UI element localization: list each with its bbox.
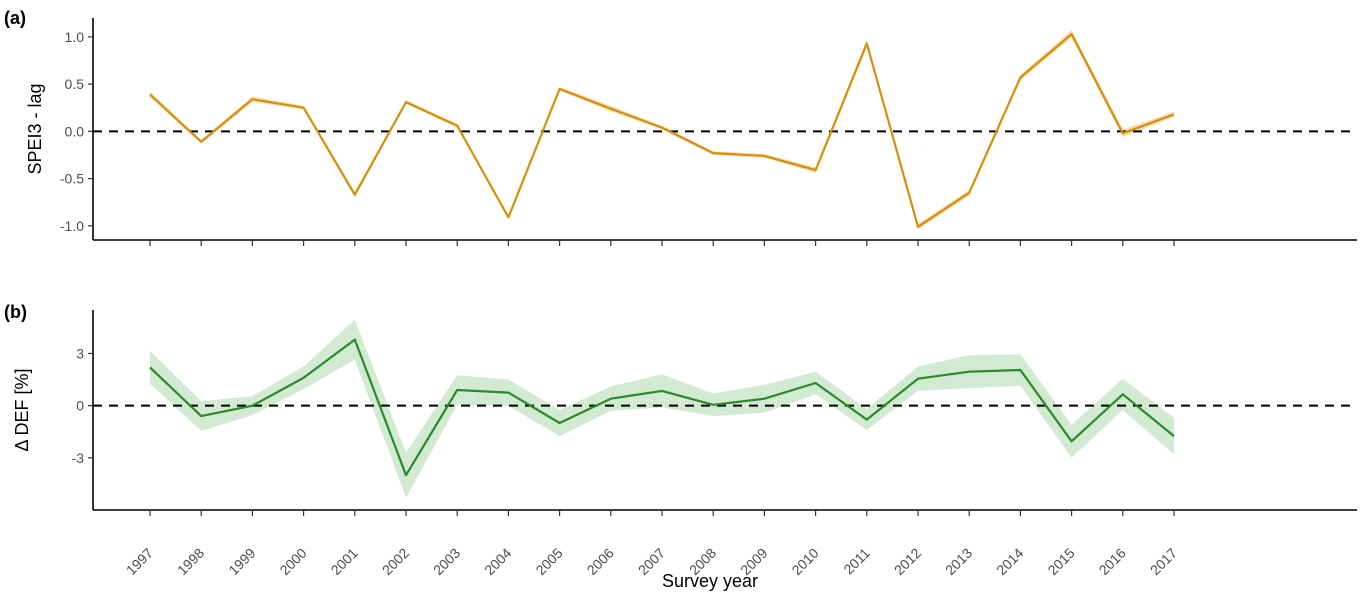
- panel-a-ytick-label: -1.0: [60, 218, 84, 234]
- panel-a: -1.0 -0.5 0.0 0.5 1.0 (a) SPEI3 - lag: [4, 8, 1357, 246]
- xtick-label-2001: 2001: [328, 545, 361, 578]
- panel-a-x-ticks: [149, 240, 1175, 246]
- xtick-label-2013: 2013: [942, 545, 975, 578]
- xtick-label-2002: 2002: [379, 545, 412, 578]
- panel-a-label: (a): [4, 8, 26, 28]
- xtick-label-2006: 2006: [584, 545, 617, 578]
- xtick-label-2005: 2005: [532, 545, 565, 578]
- x-axis-title: Survey year: [662, 571, 758, 591]
- panel-a-ci-band: [150, 30, 1174, 230]
- panel-b-label: (b): [4, 302, 27, 322]
- xtick-label-1999: 1999: [225, 545, 258, 578]
- panel-b-y-axis-title: Δ DEF [%]: [12, 368, 32, 451]
- xtick-label-2014: 2014: [993, 545, 1026, 578]
- xtick-label-2004: 2004: [481, 545, 514, 578]
- xtick-label-2010: 2010: [788, 545, 821, 578]
- panel-a-series-line: [149, 32, 1175, 228]
- xtick-label-1997: 1997: [123, 545, 156, 578]
- panel-b-y-ticks: -3 0 3: [72, 345, 93, 466]
- panel-b-ytick-label: 0: [76, 398, 84, 414]
- xtick-label-2017: 2017: [1147, 545, 1180, 578]
- panel-b-x-ticks: 1997 1998 1999 2000 2001 2002 2003 2004 2005 2006…: [123, 510, 1180, 578]
- xtick-label-2015: 2015: [1044, 545, 1077, 578]
- panel-a-ytick-label: 0.5: [65, 76, 85, 92]
- xtick-label-2016: 2016: [1096, 545, 1129, 578]
- panel-a-ytick-label: 1.0: [65, 29, 85, 45]
- panel-a-ytick-label: 0.0: [65, 123, 85, 139]
- panel-a-confidence-band: [150, 30, 1174, 230]
- panel-b-ytick-label: -3: [72, 450, 85, 466]
- panel-a-ytick-label: -0.5: [60, 171, 84, 187]
- panel-a-y-axis-title: SPEI3 - lag: [25, 83, 45, 174]
- xtick-label-2012: 2012: [891, 545, 924, 578]
- panel-b-confidence-band: [150, 319, 1174, 498]
- panel-b: -3 0 3 1997 1998 1999 2000 2001 2002 2003 2004 200…: [4, 302, 1357, 578]
- xtick-label-1998: 1998: [174, 545, 207, 578]
- xtick-label-2000: 2000: [276, 545, 309, 578]
- xtick-label-2011: 2011: [840, 545, 873, 578]
- panel-b-ytick-label: 3: [76, 345, 84, 361]
- panel-b-ci-band: [150, 319, 1174, 498]
- panel-b-series-line: [149, 338, 1175, 477]
- panel-a-y-ticks: -1.0 -0.5 0.0 0.5 1.0: [60, 29, 93, 234]
- xtick-label-2003: 2003: [430, 545, 463, 578]
